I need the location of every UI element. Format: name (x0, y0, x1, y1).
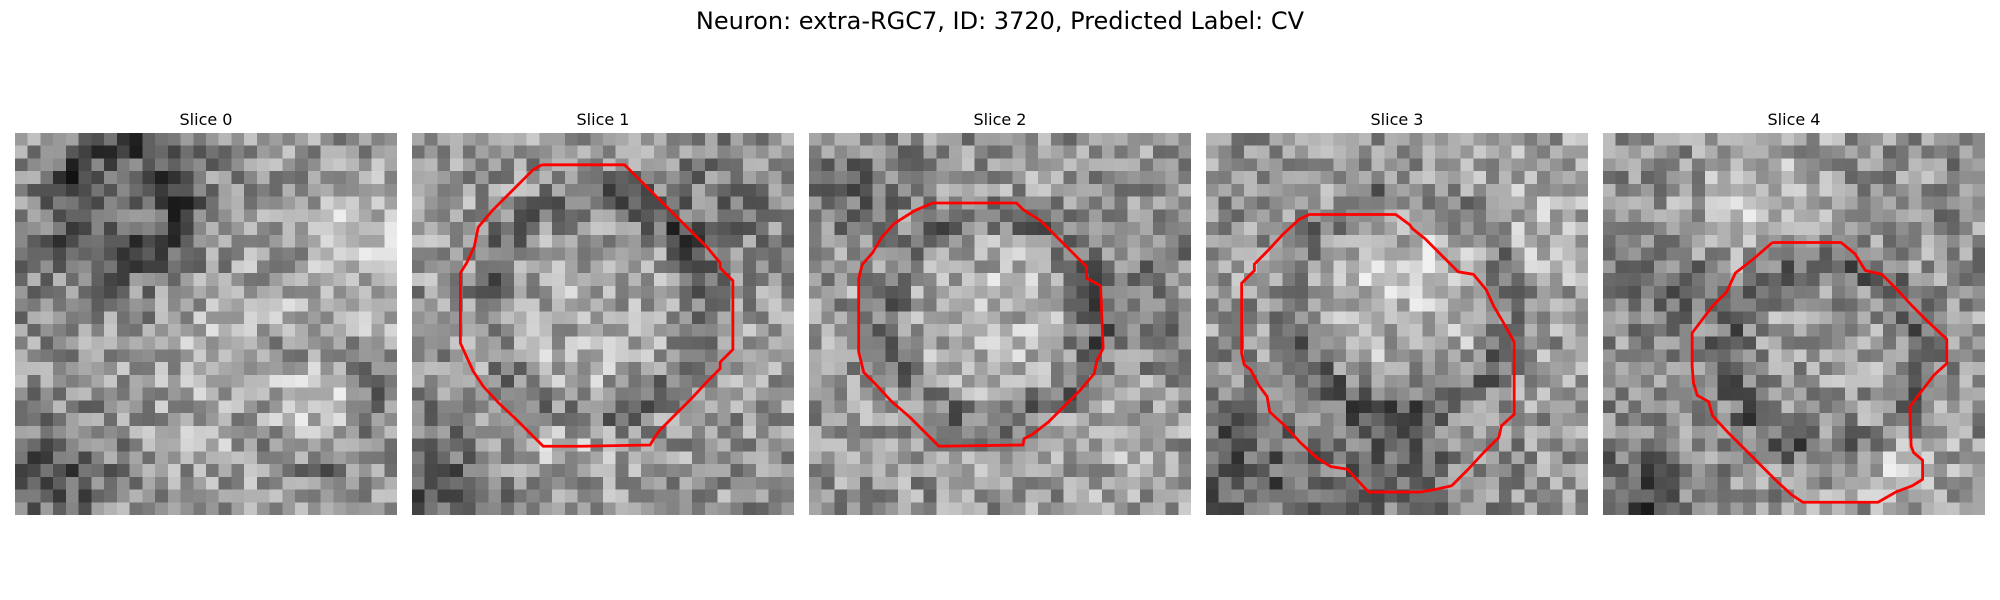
slice-0-image (15, 133, 397, 515)
slice-3-image (1206, 133, 1588, 515)
slice-1-title: Slice 1 (576, 110, 630, 129)
slice-3-title: Slice 3 (1370, 110, 1424, 129)
slice-3-contour (1240, 213, 1516, 494)
slice-1-image (412, 133, 794, 515)
slice-2-image (809, 133, 1191, 515)
slice-3-pixels (1206, 133, 1588, 515)
figure-title: Neuron: extra-RGC7, ID: 3720, Predicted … (695, 7, 1305, 35)
slice-4-title: Slice 4 (1767, 110, 1821, 129)
slice-4-contour (1690, 241, 1949, 504)
slice-0-title: Slice 0 (179, 110, 233, 129)
slice-2-pixels (809, 133, 1191, 515)
slice-1-contour (458, 163, 735, 448)
slice-2-title: Slice 2 (973, 110, 1027, 129)
slice-0-pixels (15, 133, 397, 515)
slice-4-pixels (1603, 133, 1985, 515)
slice-2-contour (857, 201, 1105, 448)
slice-4-image (1603, 133, 1985, 515)
slice-1-pixels (412, 133, 794, 515)
